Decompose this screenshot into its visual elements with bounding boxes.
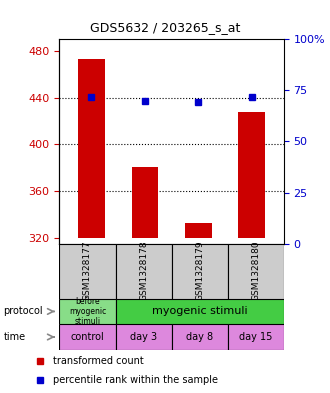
FancyBboxPatch shape xyxy=(115,299,284,324)
Text: GSM1328177: GSM1328177 xyxy=(83,241,92,301)
FancyBboxPatch shape xyxy=(59,299,116,324)
Bar xyxy=(78,59,105,238)
Text: day 3: day 3 xyxy=(130,332,157,342)
Text: control: control xyxy=(71,332,104,342)
Text: protocol: protocol xyxy=(3,307,43,316)
FancyBboxPatch shape xyxy=(115,324,172,350)
Text: percentile rank within the sample: percentile rank within the sample xyxy=(53,375,218,385)
Bar xyxy=(238,112,265,238)
FancyBboxPatch shape xyxy=(115,244,172,299)
Text: GSM1328180: GSM1328180 xyxy=(251,241,260,301)
Text: day 8: day 8 xyxy=(186,332,213,342)
Text: GSM1328178: GSM1328178 xyxy=(139,241,148,301)
FancyBboxPatch shape xyxy=(59,244,116,299)
FancyBboxPatch shape xyxy=(228,244,284,299)
Text: before
myogenic
stimuli: before myogenic stimuli xyxy=(69,297,106,326)
Text: day 15: day 15 xyxy=(239,332,273,342)
Text: time: time xyxy=(3,332,25,342)
Bar xyxy=(132,167,158,238)
Text: GSM1328179: GSM1328179 xyxy=(195,241,204,301)
Text: myogenic stimuli: myogenic stimuli xyxy=(152,307,248,316)
FancyBboxPatch shape xyxy=(172,244,228,299)
Text: GDS5632 / 203265_s_at: GDS5632 / 203265_s_at xyxy=(90,21,240,34)
Text: transformed count: transformed count xyxy=(53,356,144,365)
FancyBboxPatch shape xyxy=(172,324,228,350)
FancyBboxPatch shape xyxy=(59,324,116,350)
Bar xyxy=(185,223,212,238)
FancyBboxPatch shape xyxy=(228,324,284,350)
